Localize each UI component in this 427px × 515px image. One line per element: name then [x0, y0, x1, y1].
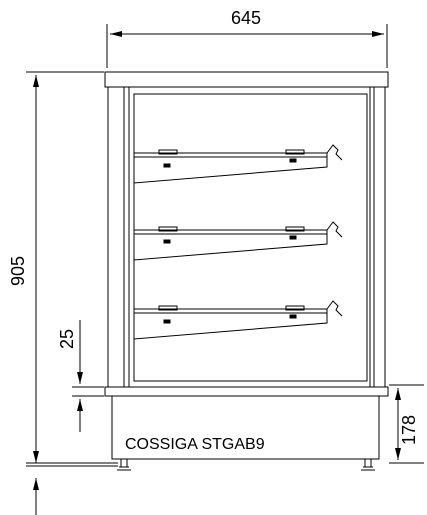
base-label: 178: [399, 415, 419, 445]
gap-dimension: [72, 320, 104, 432]
shelf-1: [133, 144, 343, 184]
gap-label: 25: [57, 329, 77, 349]
shelf-3: [133, 300, 343, 340]
shelf-2: [133, 221, 343, 261]
base-dimension: [389, 384, 424, 464]
cabinet: [104, 71, 389, 471]
model-label: COSSIGA STGAB9: [125, 436, 265, 453]
height-dimension: [26, 71, 118, 515]
width-dimension: [106, 24, 388, 68]
width-label: 645: [231, 8, 261, 28]
height-label: 905: [8, 256, 28, 286]
